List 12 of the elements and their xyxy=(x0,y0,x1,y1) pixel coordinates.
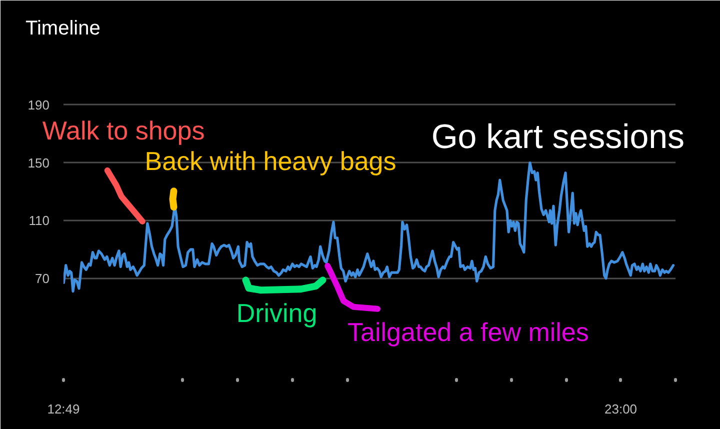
x-tick-label: 23:00 xyxy=(604,402,638,416)
x-tick-label: 12:49 xyxy=(47,402,80,416)
annotation: Go kart sessions xyxy=(431,118,685,156)
chart-title: Timeline xyxy=(26,18,100,40)
y-tick-label: 150 xyxy=(28,155,50,170)
annotation: Back with heavy bags xyxy=(144,146,396,176)
y-tick-label: 190 xyxy=(28,97,50,112)
annotation: Driving xyxy=(236,298,318,328)
annotation: Tailgated a few miles xyxy=(348,316,589,347)
annotation: Walk to shops xyxy=(42,115,205,146)
y-tick-label: 70 xyxy=(35,270,50,286)
y-tick-label: 110 xyxy=(28,213,50,228)
